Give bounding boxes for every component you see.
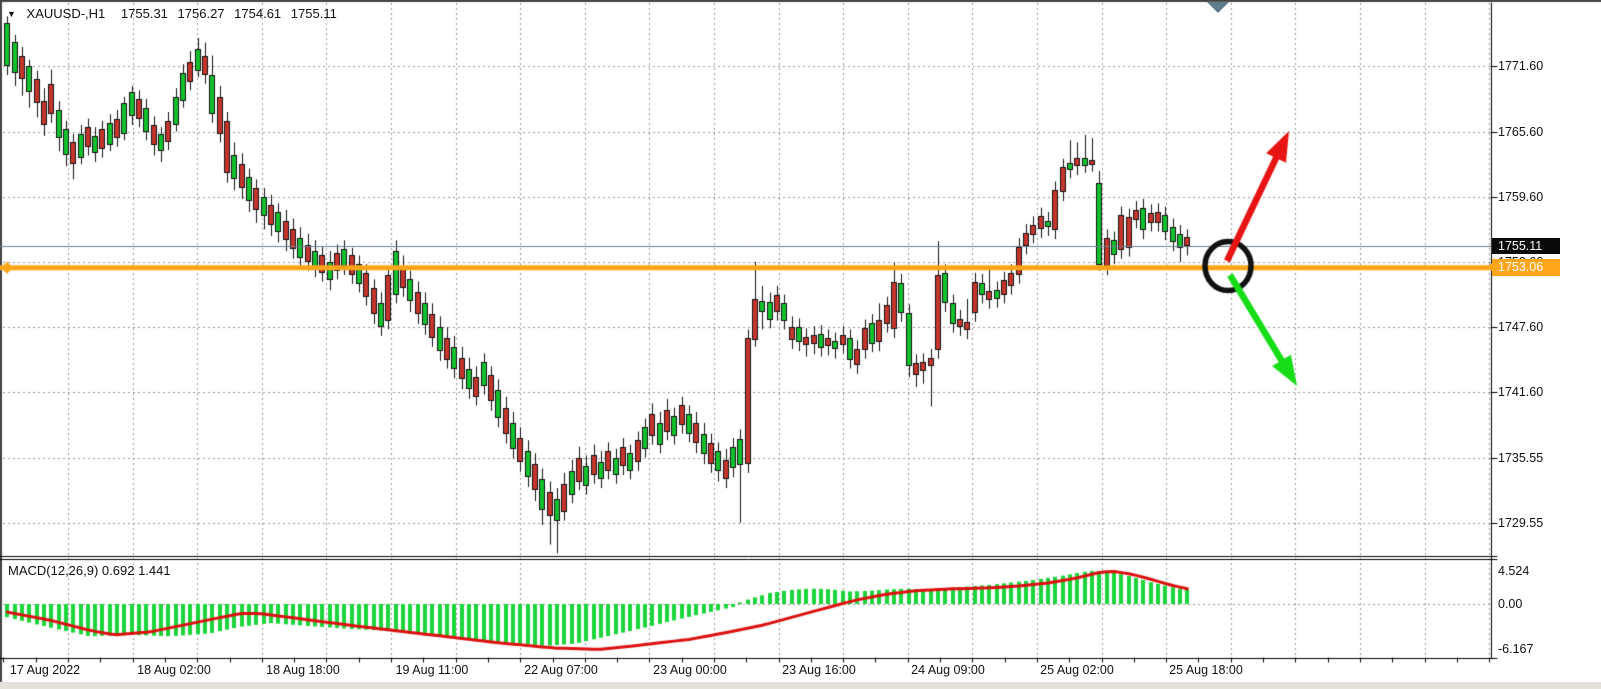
time-axis-label: 23 Aug 16:00 — [782, 663, 856, 677]
time-axis-label: 22 Aug 07:00 — [524, 663, 598, 677]
price-axis-label: 1729.55 — [1498, 516, 1544, 531]
ohlc-close: 1755.11 — [290, 6, 337, 21]
time-axis-label: 19 Aug 11:00 — [395, 663, 469, 677]
price-axis-label: 1741.60 — [1498, 385, 1544, 400]
time-axis-label: 17 Aug 2022 — [9, 663, 81, 677]
price-axis-label: 1765.60 — [1498, 124, 1544, 139]
hline-price-badge: 1753.06 — [1486, 259, 1560, 276]
price-axis-label: 1759.60 — [1498, 189, 1544, 204]
macd-axis-label: 0.00 — [1498, 597, 1523, 611]
time-axis-label: 25 Aug 18:00 — [1169, 663, 1243, 677]
symbol-timeframe-label: XAUUSD-,H1 — [26, 6, 106, 21]
time-axis-label: 18 Aug 02:00 — [137, 663, 211, 677]
price-axis-label: 1747.60 — [1498, 320, 1544, 335]
macd-axis-label: -6.167 — [1498, 642, 1534, 657]
macd-indicator-label: MACD(12,26,9) 0.692 1.441 — [8, 563, 171, 578]
window-bottom-strip — [0, 682, 1601, 689]
price-axis-label: 1735.55 — [1498, 451, 1544, 466]
ohlc-low: 1754.61 — [234, 6, 282, 21]
time-axis-label: 24 Aug 09:00 — [911, 663, 985, 677]
chart-title: ▼ XAUUSD-,H1 1755.31 1756.27 1754.61 175… — [7, 6, 337, 21]
symbol-dropdown-icon[interactable]: ▼ — [7, 9, 16, 19]
price-axis-label: 1771.60 — [1498, 59, 1544, 74]
autoscroll-marker-icon[interactable] — [1207, 2, 1229, 13]
current-price-badge: 1755.11 — [1492, 238, 1560, 254]
time-axis-label: 23 Aug 00:00 — [653, 663, 727, 677]
ohlc-open: 1755.31 — [120, 6, 168, 21]
ohlc-high: 1756.27 — [177, 6, 225, 21]
macd-axis-label: 4.524 — [1498, 563, 1530, 578]
time-axis-label: 25 Aug 02:00 — [1040, 663, 1114, 677]
time-axis-label: 18 Aug 18:00 — [266, 663, 340, 677]
